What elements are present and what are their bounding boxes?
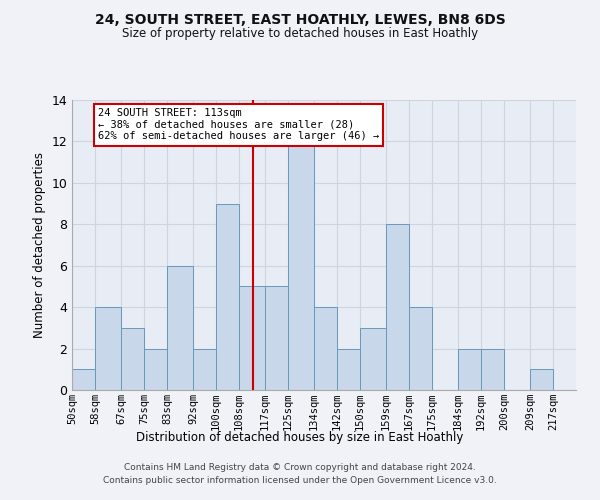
Bar: [121, 328, 144, 390]
Bar: [216, 204, 239, 390]
Text: Distribution of detached houses by size in East Hoathly: Distribution of detached houses by size …: [136, 431, 464, 444]
Text: Contains HM Land Registry data © Crown copyright and database right 2024.: Contains HM Land Registry data © Crown c…: [124, 464, 476, 472]
Bar: [314, 307, 337, 390]
Y-axis label: Number of detached properties: Number of detached properties: [33, 152, 46, 338]
Bar: [239, 286, 265, 390]
Bar: [95, 307, 121, 390]
Bar: [360, 328, 386, 390]
Text: Size of property relative to detached houses in East Hoathly: Size of property relative to detached ho…: [122, 28, 478, 40]
Bar: [193, 348, 216, 390]
Bar: [409, 307, 432, 390]
Bar: [481, 348, 504, 390]
Text: Contains public sector information licensed under the Open Government Licence v3: Contains public sector information licen…: [103, 476, 497, 485]
Bar: [144, 348, 167, 390]
Bar: [386, 224, 409, 390]
Bar: [458, 348, 481, 390]
Bar: [265, 286, 288, 390]
Bar: [337, 348, 360, 390]
Bar: [288, 142, 314, 390]
Text: 24 SOUTH STREET: 113sqm
← 38% of detached houses are smaller (28)
62% of semi-de: 24 SOUTH STREET: 113sqm ← 38% of detache…: [98, 108, 379, 142]
Text: 24, SOUTH STREET, EAST HOATHLY, LEWES, BN8 6DS: 24, SOUTH STREET, EAST HOATHLY, LEWES, B…: [95, 12, 505, 26]
Bar: [72, 370, 95, 390]
Bar: [167, 266, 193, 390]
Bar: [530, 370, 553, 390]
